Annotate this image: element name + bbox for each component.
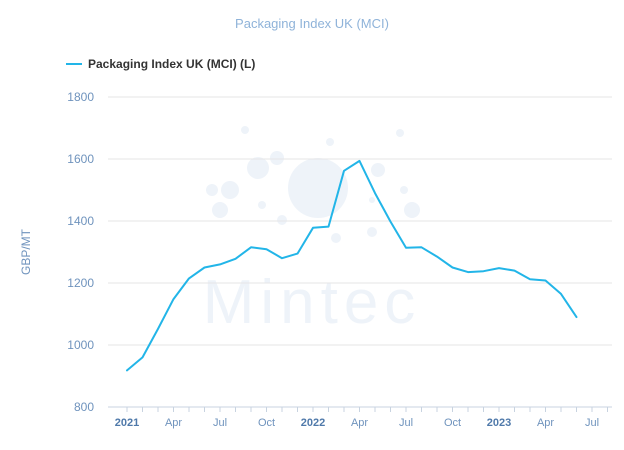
x-tick-label: Jul <box>213 417 227 429</box>
y-tick-label: 1400 <box>67 214 94 228</box>
x-tick-label: 2021 <box>115 417 139 429</box>
y-tick-label: 1200 <box>67 276 94 290</box>
legend[interactable]: Packaging Index UK (MCI) (L) <box>66 57 255 71</box>
x-tick-label: Apr <box>351 417 368 429</box>
legend-label: Packaging Index UK (MCI) (L) <box>88 57 256 71</box>
x-tick-label: Apr <box>537 417 554 429</box>
x-tick-label: Oct <box>444 417 461 429</box>
chart-title: Packaging Index UK (MCI) <box>235 16 389 31</box>
x-tick-label: Jul <box>399 417 413 429</box>
x-tick-label: 2023 <box>487 417 511 429</box>
x-tick-label: Apr <box>165 417 182 429</box>
y-tick-label: 1600 <box>67 152 94 166</box>
x-tick-label: 2022 <box>301 417 325 429</box>
mintec-watermark-logo: Mintec <box>203 126 422 337</box>
y-tick-label: 800 <box>74 400 94 414</box>
x-tick-label: Oct <box>258 417 275 429</box>
y-tick-label: 1000 <box>67 338 94 352</box>
svg-text:Mintec: Mintec <box>203 268 422 337</box>
x-tick-label: Jul <box>585 417 599 429</box>
series-line[interactable] <box>126 159 578 372</box>
legend-swatch <box>66 63 82 65</box>
y-tick-label: 1800 <box>67 90 94 104</box>
